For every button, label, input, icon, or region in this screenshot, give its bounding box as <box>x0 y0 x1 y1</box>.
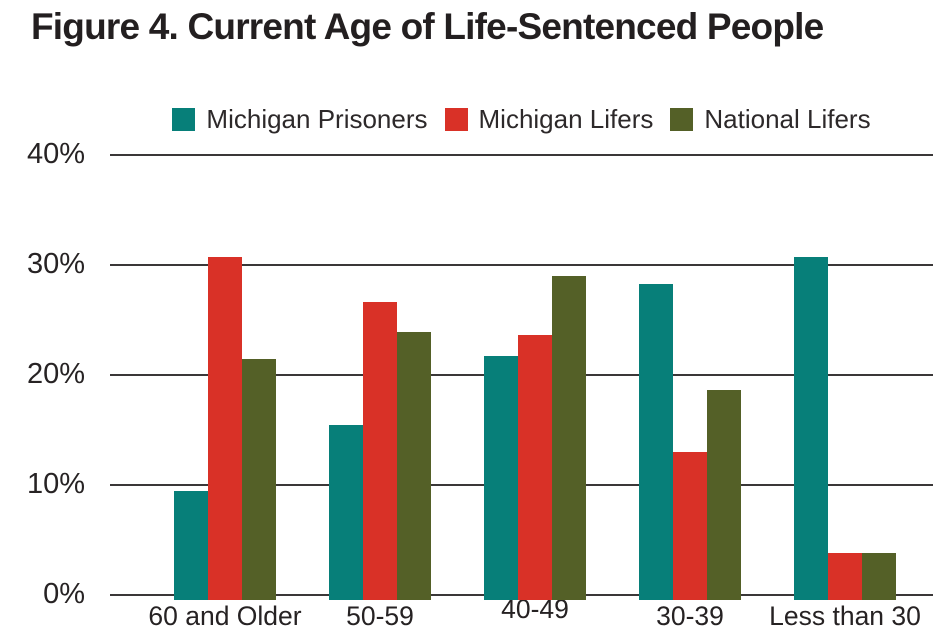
x-tick-slot-40-49: 40-49 <box>484 594 586 632</box>
y-tick-label-20: 20% <box>26 357 85 390</box>
bar-michigan-prisoners-30-39 <box>639 283 673 600</box>
y-tick-label-0: 0% <box>43 577 85 610</box>
bar-group-30-39 <box>639 283 741 600</box>
figure-title: Figure 4. Current Age of Life-Sentenced … <box>31 6 824 47</box>
bar-national-lifers-less-than-30 <box>862 553 896 600</box>
bar-national-lifers-50-59 <box>397 332 431 600</box>
bar-michigan-prisoners-40-49 <box>484 356 518 600</box>
bar-michigan-lifers-40-49 <box>518 335 552 600</box>
legend-swatch-michigan-prisoners <box>172 108 196 131</box>
legend-label-michigan-lifers: Michigan Lifers <box>478 104 654 134</box>
y-tick-label-10: 10% <box>26 467 85 500</box>
y-tick-label-40: 40% <box>26 137 85 170</box>
bar-national-lifers-60-and-older <box>242 358 276 600</box>
x-tick-label-less-than-30: Less than 30 <box>769 601 921 631</box>
bar-michigan-lifers-50-59 <box>363 302 397 600</box>
x-tick-label-60-and-older: 60 and Older <box>148 601 302 631</box>
legend-label-michigan-prisoners: Michigan Prisoners <box>206 104 428 134</box>
x-tick-slot-50-59: 50-59 <box>329 601 431 632</box>
x-tick-slot-less-than-30: Less than 30 <box>769 601 921 632</box>
bar-michigan-lifers-60-and-older <box>208 257 242 600</box>
legend-swatch-michigan-lifers <box>444 108 468 131</box>
x-tick-slot-60-and-older: 60 and Older <box>148 601 301 632</box>
legend-item-michigan-lifers: Michigan Lifers <box>444 104 654 135</box>
x-tick-label-30-39: 30-39 <box>656 601 724 631</box>
legend-label-national-lifers: National Lifers <box>704 104 871 134</box>
bar-michigan-lifers-less-than-30 <box>828 553 862 600</box>
bar-group-50-59 <box>329 302 431 600</box>
bar-michigan-lifers-30-39 <box>673 452 707 600</box>
bar-michigan-prisoners-50-59 <box>329 424 363 600</box>
bar-group-less-than-30 <box>794 257 896 600</box>
x-axis-labels: 60 and Older 50-59 40-49 30-39 Less than 30 <box>110 594 933 632</box>
gridline-30 <box>110 264 933 266</box>
bars-container <box>110 155 933 600</box>
bar-national-lifers-30-39 <box>707 390 741 600</box>
bar-national-lifers-40-49 <box>552 276 586 600</box>
y-tick-label-30: 30% <box>26 247 85 280</box>
bar-michigan-prisoners-60-and-older <box>174 490 208 600</box>
bar-group-60-and-older <box>174 257 276 600</box>
legend: Michigan Prisoners Michigan Lifers Nationa… <box>110 104 933 135</box>
bar-group-40-49 <box>484 276 586 600</box>
legend-swatch-national-lifers <box>670 108 694 131</box>
legend-item-michigan-prisoners: Michigan Prisoners <box>172 104 428 135</box>
x-tick-label-50-59: 50-59 <box>346 601 414 631</box>
gridline-40 <box>110 154 933 156</box>
bar-michigan-prisoners-less-than-30 <box>794 257 828 600</box>
plot-area: 0% 10% 20% 30% 40% <box>27 138 933 610</box>
legend-item-national-lifers: National Lifers <box>670 104 871 135</box>
x-tick-slot-30-39: 30-39 <box>639 601 741 632</box>
